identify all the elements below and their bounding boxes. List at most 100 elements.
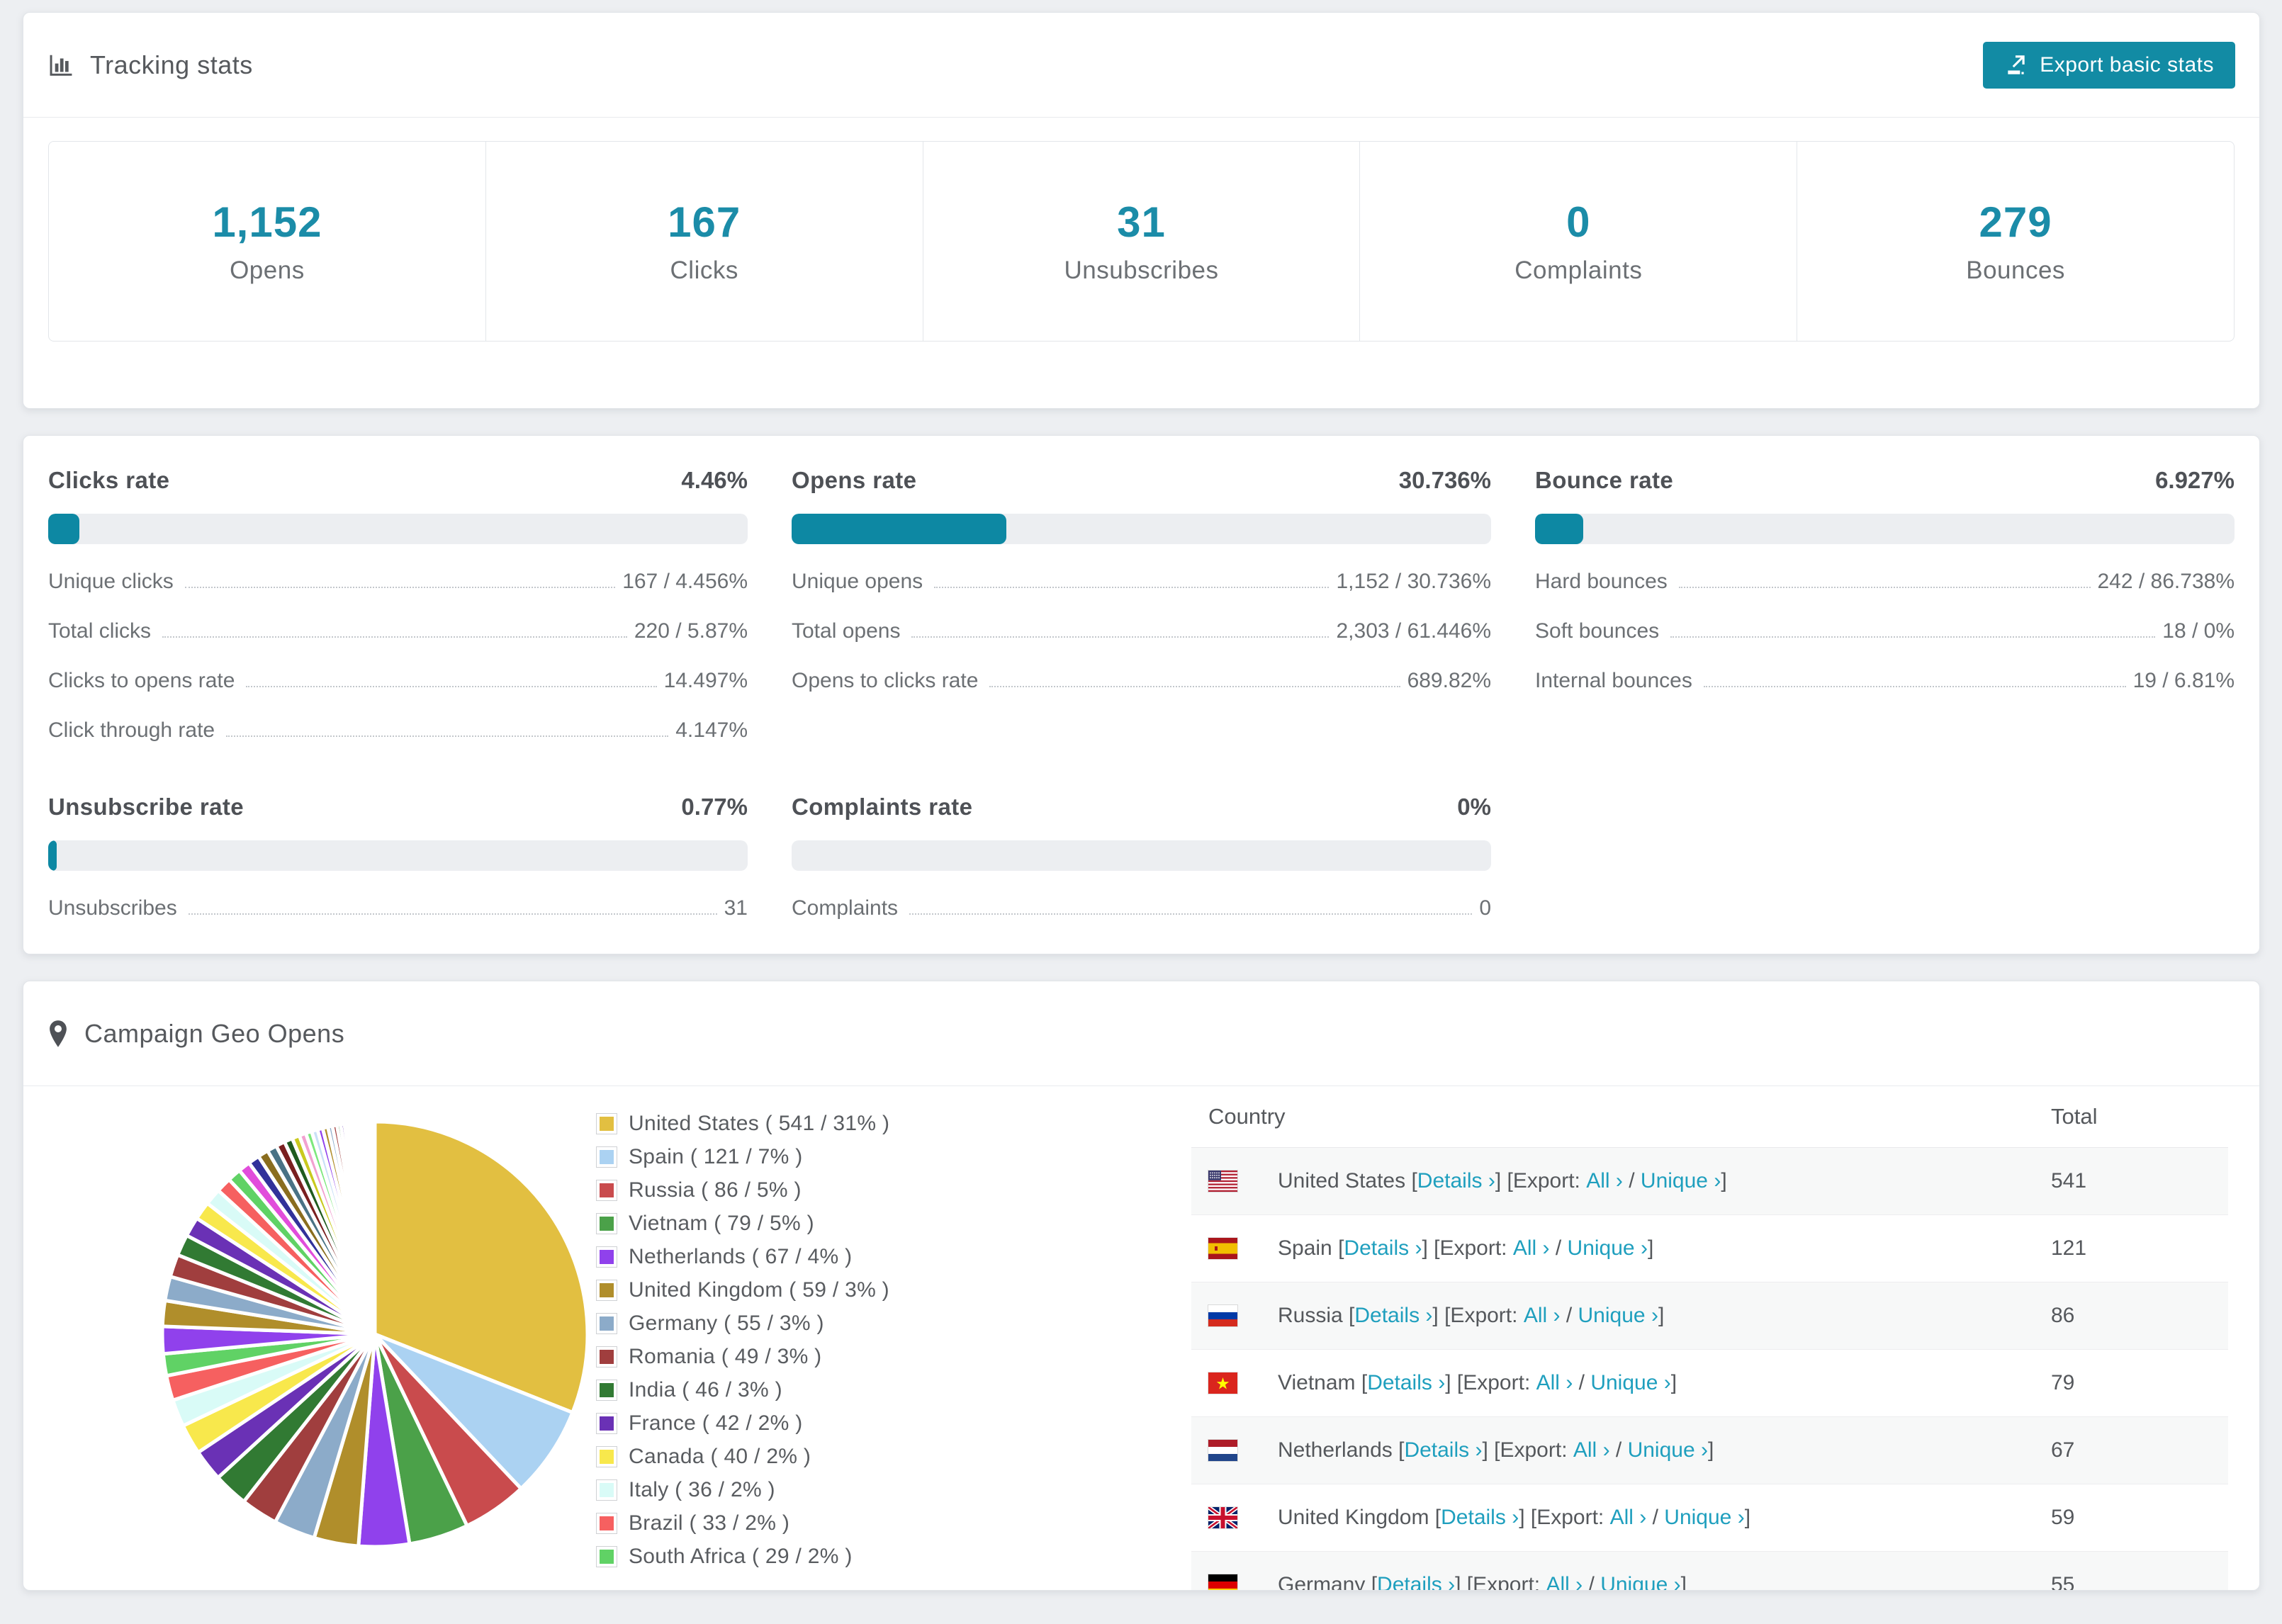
rate-detail-rows: Unique opens 1,152 / 30.736% Total opens…	[792, 570, 1491, 693]
details-link[interactable]: Details ›	[1404, 1438, 1483, 1462]
export-button-label: Export basic stats	[2040, 52, 2214, 77]
country-flag-icon	[1208, 1304, 1237, 1326]
export-unique-link[interactable]: Unique ›	[1627, 1438, 1708, 1462]
country-total: 55	[2051, 1551, 2228, 1590]
country-name: Spain	[1278, 1236, 1332, 1260]
rate-head: Complaints rate 0%	[792, 794, 1491, 821]
stat-label: Unsubscribes	[1064, 256, 1219, 284]
export-basic-stats-button[interactable]: Export basic stats	[1983, 41, 2235, 89]
legend-label: Netherlands ( 67 / 4% )	[629, 1245, 853, 1268]
rate-detail-value: 689.82%	[1407, 669, 1491, 692]
stat-value: 167	[668, 198, 741, 246]
dotted-leader	[188, 913, 717, 915]
rate-detail-rows: Unique clicks 167 / 4.456% Total clicks …	[48, 570, 748, 743]
legend-item: Vietnam ( 79 / 5% )	[596, 1212, 1078, 1236]
details-link[interactable]: Details ›	[1367, 1370, 1446, 1394]
rate-section: Bounce rate 6.927% Hard bounces 242 / 86…	[1535, 467, 2235, 743]
rate-title: Bounce rate	[1535, 467, 1674, 493]
rate-detail-value: 4.147%	[675, 718, 748, 742]
legend-label: Romania ( 49 / 3% )	[629, 1345, 822, 1368]
stat-label: Complaints	[1514, 256, 1643, 284]
rate-detail-value: 242 / 86.738%	[2097, 570, 2235, 593]
country-total: 67	[2051, 1416, 2228, 1484]
rate-detail-row: Complaints 0	[792, 896, 1491, 920]
stat-cell: 31 Unsubscribes	[922, 142, 1360, 341]
rate-progress-bar	[792, 840, 1491, 871]
details-link[interactable]: Details ›	[1441, 1505, 1519, 1529]
export-unique-link[interactable]: Unique ›	[1600, 1572, 1681, 1591]
rate-detail-label: Unique clicks	[48, 570, 174, 593]
rate-progress-bar	[1535, 514, 2235, 544]
dotted-leader	[909, 913, 1473, 915]
rate-detail-label: Unique opens	[792, 570, 923, 593]
geo-table-row: United Kingdom [Details ›] [Export: All …	[1191, 1484, 2228, 1552]
rate-detail-label: Total clicks	[48, 619, 152, 643]
rate-detail-rows: Hard bounces 242 / 86.738% Soft bounces …	[1535, 570, 2235, 693]
rate-detail-label: Total opens	[792, 619, 901, 643]
rate-detail-value: 18 / 0%	[2162, 619, 2235, 643]
legend-swatch	[596, 1546, 617, 1567]
legend-swatch	[596, 1280, 617, 1301]
rate-title: Clicks rate	[48, 467, 170, 493]
rate-detail-value: 31	[724, 896, 748, 920]
dotted-leader	[1703, 686, 2126, 687]
stat-label: Bounces	[1966, 256, 2065, 284]
rate-section: Complaints rate 0% Complaints 0	[792, 794, 1491, 920]
export-all-link[interactable]: All ›	[1512, 1236, 1550, 1260]
rate-detail-value: 14.497%	[663, 669, 748, 692]
rate-value: 0%	[1457, 794, 1491, 820]
rate-detail-row: Unique clicks 167 / 4.456%	[48, 570, 748, 594]
rate-detail-value: 19 / 6.81%	[2132, 669, 2235, 692]
legend-swatch	[596, 1479, 617, 1501]
export-all-link[interactable]: All ›	[1536, 1370, 1573, 1394]
legend-item: Spain ( 121 / 7% )	[596, 1145, 1078, 1169]
export-all-link[interactable]: All ›	[1546, 1572, 1583, 1591]
dotted-leader	[246, 686, 657, 687]
export-unique-link[interactable]: Unique ›	[1567, 1236, 1648, 1260]
legend-label: Italy ( 36 / 2% )	[629, 1478, 775, 1501]
geo-table-row: United States [Details ›] [Export: All ›…	[1191, 1147, 2228, 1215]
export-all-link[interactable]: All ›	[1586, 1168, 1623, 1192]
legend-label: India ( 46 / 3% )	[629, 1378, 782, 1402]
legend-item: India ( 46 / 3% )	[596, 1378, 1078, 1402]
geo-table-row: Netherlands [Details ›] [Export: All › /…	[1191, 1416, 2228, 1484]
rates-panel: Clicks rate 4.46% Unique clicks 167 / 4.…	[23, 435, 2260, 954]
details-link[interactable]: Details ›	[1344, 1236, 1422, 1260]
legend-item: Netherlands ( 67 / 4% )	[596, 1245, 1078, 1269]
dotted-leader	[226, 735, 669, 737]
export-unique-link[interactable]: Unique ›	[1578, 1303, 1658, 1327]
legend-swatch	[596, 1513, 617, 1534]
rate-progress-fill	[1535, 514, 1584, 544]
rate-detail-row: Opens to clicks rate 689.82%	[792, 669, 1491, 693]
dotted-leader	[162, 636, 627, 638]
export-all-link[interactable]: All ›	[1573, 1438, 1610, 1462]
export-all-link[interactable]: All ›	[1523, 1303, 1561, 1327]
country-flag-icon	[1208, 1574, 1237, 1590]
export-unique-link[interactable]: Unique ›	[1664, 1505, 1745, 1529]
rates-grid: Clicks rate 4.46% Unique clicks 167 / 4.…	[23, 436, 2259, 970]
legend-label: Brazil ( 33 / 2% )	[629, 1511, 790, 1535]
rate-detail-value: 220 / 5.87%	[634, 619, 748, 643]
rate-detail-label: Click through rate	[48, 718, 215, 742]
dotted-leader	[1678, 587, 2091, 588]
rate-detail-row: Unique opens 1,152 / 30.736%	[792, 570, 1491, 594]
export-unique-link[interactable]: Unique ›	[1640, 1168, 1721, 1192]
country-total: 86	[2051, 1282, 2228, 1350]
rate-detail-row: Hard bounces 242 / 86.738%	[1535, 570, 2235, 594]
export-all-link[interactable]: All ›	[1609, 1505, 1647, 1529]
rate-detail-row: Unsubscribes 31	[48, 896, 748, 920]
dotted-leader	[911, 636, 1330, 638]
details-link[interactable]: Details ›	[1417, 1168, 1495, 1192]
tracking-stats-panel: Tracking stats Export basic stats 1,152 …	[23, 12, 2260, 409]
export-unique-link[interactable]: Unique ›	[1590, 1370, 1671, 1394]
country-flag-icon	[1208, 1237, 1237, 1259]
rate-detail-row: Soft bounces 18 / 0%	[1535, 619, 2235, 643]
bar-chart-icon	[47, 52, 74, 79]
stat-label: Clicks	[670, 256, 738, 284]
details-link[interactable]: Details ›	[1354, 1303, 1433, 1327]
rate-section: Clicks rate 4.46% Unique clicks 167 / 4.…	[48, 467, 748, 743]
rate-title: Opens rate	[792, 467, 917, 493]
legend-item: United Kingdom ( 59 / 3% )	[596, 1278, 1078, 1302]
details-link[interactable]: Details ›	[1377, 1572, 1456, 1591]
rate-detail-row: Total clicks 220 / 5.87%	[48, 619, 748, 643]
